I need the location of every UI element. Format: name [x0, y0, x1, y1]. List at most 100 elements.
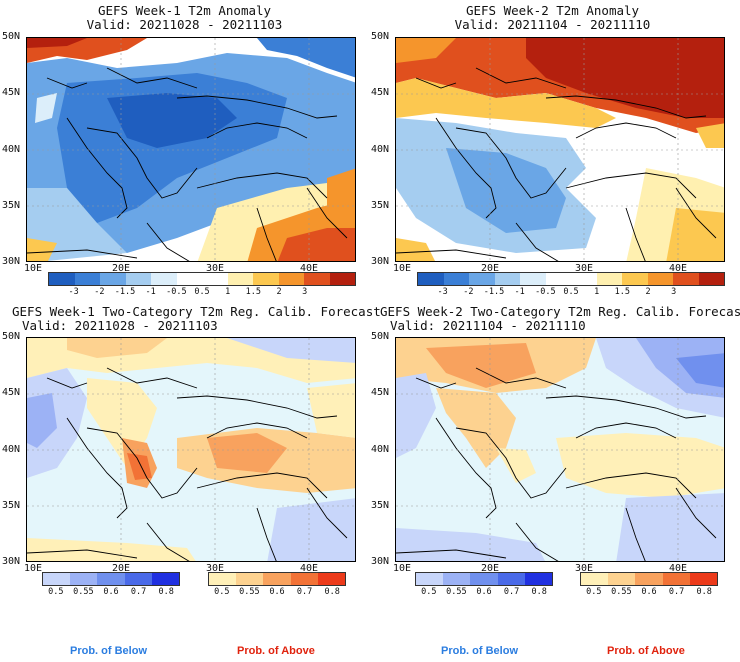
latitude-label: 50N — [371, 331, 390, 342]
latitude-label: 50N — [2, 31, 21, 42]
colorbar-swatch — [125, 273, 151, 285]
colorbar-tick-label: -0.5 — [535, 287, 556, 297]
colorbar-swatch — [622, 273, 648, 285]
longitude-label: 20E — [481, 263, 500, 274]
colorbar-swatch — [151, 273, 177, 285]
map-week1-probability-svg — [27, 338, 355, 561]
anomaly-colorbar-week1 — [48, 272, 356, 286]
colorbar-swatch — [290, 573, 318, 585]
panel3-valid: Valid: 20211028 - 20211103 — [22, 318, 218, 333]
colorbar-swatch — [698, 273, 724, 285]
colorbar-tick-label: 0.7 — [668, 587, 685, 597]
colorbar-swatch — [97, 573, 125, 585]
anomaly-colorbar-week2 — [417, 272, 725, 286]
colorbar-swatch — [304, 273, 330, 285]
colorbar-tick-label: 3 — [671, 287, 677, 297]
map-week1-probability — [26, 337, 356, 562]
colorbar-swatch — [571, 273, 597, 285]
colorbar-tick-label: 0.5 — [586, 587, 602, 597]
prob-below-label-week1: Prob. of Below — [70, 645, 147, 657]
panel1-title-text: GEFS Week-1 T2m Anomaly — [97, 3, 272, 18]
latitude-label: 45N — [2, 87, 21, 99]
colorbar-tick-label: 0.8 — [158, 587, 174, 597]
colorbar-swatch — [443, 573, 471, 585]
colorbar-tick-label: 0.8 — [531, 587, 547, 597]
colorbar-tick-label: 0.55 — [611, 587, 632, 597]
below-colorbar-week1 — [42, 572, 180, 586]
panel1-title: GEFS Week-1 T2m Anomaly Valid: 20211028 … — [12, 4, 357, 32]
prob-above-label-week2: Prob. of Above — [607, 645, 685, 657]
longitude-label: 10E — [393, 263, 412, 274]
colorbar-tick-label: 2 — [276, 287, 282, 297]
colorbar-swatch — [470, 573, 498, 585]
colorbar-tick-label: 0.6 — [641, 587, 657, 597]
latitude-label: 50N — [2, 331, 21, 342]
colorbar-swatch — [524, 573, 553, 585]
colorbar-swatch — [263, 573, 291, 585]
colorbar-tick-label: -1 — [514, 287, 525, 297]
colorbar-tick-label: -2 — [463, 287, 474, 297]
colorbar-swatch — [124, 573, 152, 585]
latitude-label: 35N — [371, 499, 390, 511]
colorbar-swatch — [202, 273, 228, 285]
colorbar-tick-label: -0.5 — [166, 287, 187, 297]
colorbar-swatch — [581, 573, 609, 585]
longitude-label: 30E — [206, 263, 225, 274]
map-week2-anomaly — [395, 37, 725, 262]
colorbar-swatch — [662, 573, 690, 585]
colorbar-swatch — [545, 273, 571, 285]
latitude-label: 30N — [2, 556, 21, 567]
prob-below-label-week2: Prob. of Below — [441, 645, 518, 657]
colorbar-tick-label: 0.6 — [269, 587, 285, 597]
colorbar-swatch — [418, 273, 444, 285]
colorbar-tick-label: 1 — [594, 287, 600, 297]
colorbar-swatch — [689, 573, 718, 585]
colorbar-tick-label: 0.5 — [421, 587, 437, 597]
colorbar-tick-label: 1.5 — [614, 287, 631, 297]
colorbar-swatch — [647, 273, 673, 285]
colorbar-tick-label: -1 — [145, 287, 156, 297]
colorbar-swatch — [100, 273, 126, 285]
colorbar-swatch — [209, 573, 237, 585]
colorbar-tick-label: 0.8 — [696, 587, 712, 597]
colorbar-swatch — [416, 573, 444, 585]
longitude-label: 40E — [300, 263, 319, 274]
latitude-label: 35N — [371, 199, 390, 211]
panel3-title: GEFS Week-1 Two-Category T2m Reg. Calib.… — [12, 305, 381, 333]
colorbar-tick-label: 0.55 — [446, 587, 467, 597]
longitude-label: 30E — [575, 263, 594, 274]
colorbar-swatch — [469, 273, 495, 285]
latitude-label: 30N — [371, 256, 390, 267]
colorbar-swatch — [74, 273, 100, 285]
colorbar-swatch — [329, 273, 355, 285]
prob-above-label-week1: Prob. of Above — [237, 645, 315, 657]
panel4-title-text: GEFS Week-2 Two-Category T2m Reg. Calib.… — [380, 304, 740, 319]
colorbar-tick-label: 3 — [302, 287, 308, 297]
colorbar-swatch — [520, 273, 546, 285]
longitude-label: 40E — [669, 563, 688, 574]
colorbar-swatch — [176, 273, 202, 285]
below-colorbar-week2 — [415, 572, 553, 586]
panel2-title: GEFS Week-2 T2m Anomaly Valid: 20211104 … — [380, 4, 725, 32]
latitude-label: 45N — [371, 387, 390, 399]
colorbar-swatch — [43, 573, 71, 585]
colorbar-tick-label: 0.55 — [239, 587, 260, 597]
latitude-label: 40N — [2, 143, 21, 155]
colorbar-swatch — [151, 573, 180, 585]
colorbar-swatch — [494, 273, 520, 285]
latitude-label: 40N — [371, 143, 390, 155]
latitude-label: 30N — [2, 256, 21, 267]
map-week2-anomaly-svg — [396, 38, 724, 261]
map-week2-probability-svg — [396, 338, 724, 561]
colorbar-tick-label: -1.5 — [114, 287, 136, 297]
latitude-label: 45N — [2, 387, 21, 399]
panel4-valid: Valid: 20211104 - 20211110 — [390, 318, 586, 333]
latitude-label: 35N — [2, 499, 21, 511]
colorbar-tick-label: -1.5 — [483, 287, 505, 297]
latitude-label: 45N — [371, 87, 390, 99]
colorbar-tick-label: 0.7 — [503, 587, 520, 597]
colorbar-tick-label: 0.5 — [214, 587, 230, 597]
colorbar-tick-label: 2 — [645, 287, 651, 297]
map-week1-anomaly — [26, 37, 356, 262]
map-week2-probability — [395, 337, 725, 562]
